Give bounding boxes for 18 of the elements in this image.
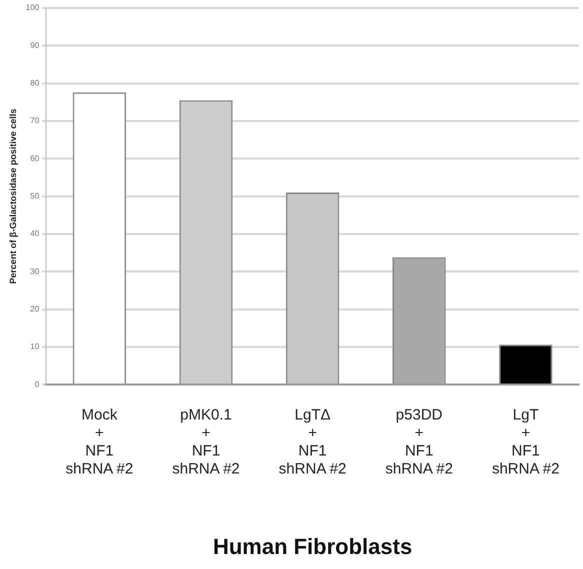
x-tick-label: p53DD + NF1 shRNA #2: [385, 406, 453, 478]
y-tick-label: 30: [30, 266, 40, 276]
x-axis-title: Human Fibroblasts: [212, 534, 412, 559]
y-tick-label: 80: [30, 78, 40, 88]
x-tick-label: pMK0.1 + NF1 shRNA #2: [172, 406, 240, 478]
y-tick-label: 50: [30, 192, 40, 201]
y-tick-label: 40: [30, 229, 40, 238]
y-tick-label: 20: [30, 304, 40, 314]
x-tick-label: LgTΔ + NF1 shRNA #2: [278, 406, 346, 478]
y-tick-label: 60: [30, 154, 40, 163]
y-tick-label: 70: [30, 116, 40, 126]
y-tick-label: 10: [30, 342, 40, 352]
x-tick-label: LgT + NF1 shRNA #2: [492, 406, 560, 478]
y-tick-label: 0: [34, 380, 40, 389]
y-tick-label: 100: [26, 3, 40, 12]
x-tick-label: Mock + NF1 shRNA #2: [66, 406, 134, 478]
y-axis-title: Percent of β-Galactosidase positive cells: [8, 108, 18, 284]
y-tick-label: 90: [30, 40, 40, 50]
